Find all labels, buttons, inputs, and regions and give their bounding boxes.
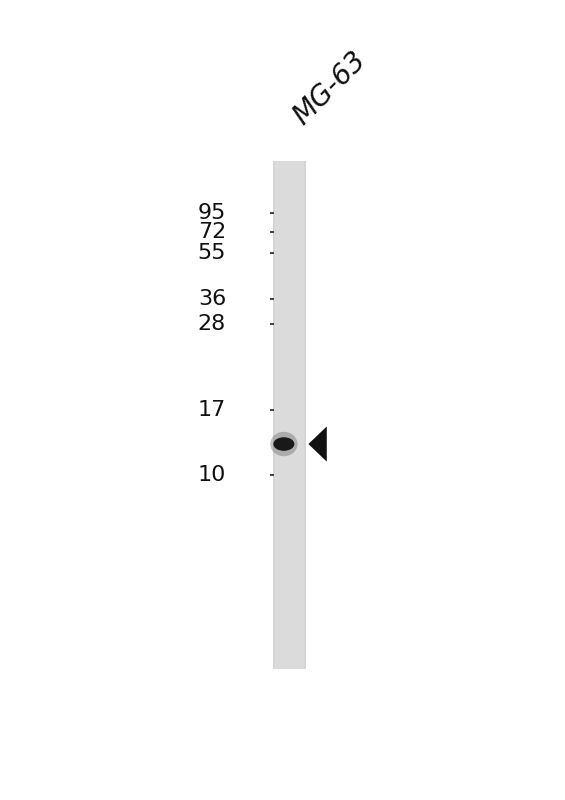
Polygon shape (308, 426, 327, 462)
Bar (273, 161, 275, 669)
Text: 17: 17 (198, 400, 226, 420)
Text: 10: 10 (198, 465, 226, 485)
Text: 36: 36 (198, 290, 226, 310)
Bar (273, 161, 306, 669)
Ellipse shape (273, 438, 294, 451)
Text: 72: 72 (198, 222, 226, 242)
Text: 95: 95 (198, 203, 226, 223)
Text: 28: 28 (198, 314, 226, 334)
Text: 55: 55 (198, 243, 226, 263)
Bar (304, 161, 306, 669)
Ellipse shape (270, 432, 298, 456)
Text: MG-63: MG-63 (288, 46, 371, 130)
